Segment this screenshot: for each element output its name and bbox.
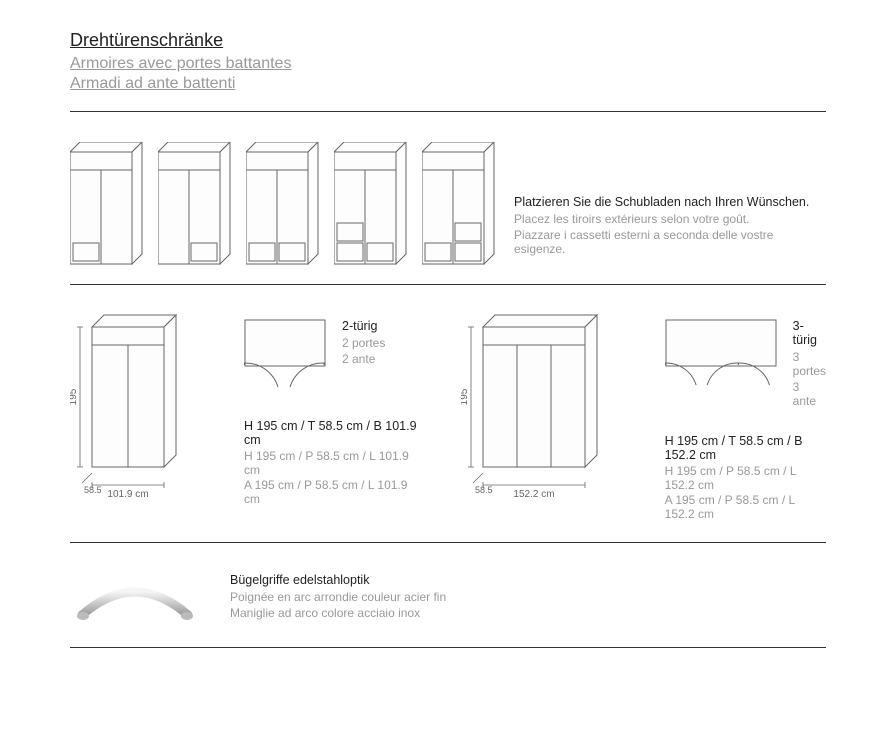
handle-icon	[70, 567, 200, 627]
spec-doors-de-0: 2-türig	[342, 319, 385, 333]
spec-doors-it-1: 3 ante	[793, 380, 826, 408]
spec-doors-de-1: 3-türig	[793, 319, 826, 347]
section-handle: Bügelgriffe edelstahloptik Poignée en ar…	[70, 543, 826, 647]
handle-text: Bügelgriffe edelstahloptik Poignée en ar…	[230, 573, 446, 622]
title-de: Drehtürenschränke	[70, 30, 826, 51]
spec-dims-fr-1: H 195 cm / P 58.5 cm / L 152.2 cm	[665, 464, 826, 492]
cabinet-variant-right	[158, 142, 232, 266]
rule-4	[70, 647, 826, 648]
spec-block-0: 195 58.5 101.9 cm 2-türig 2 portes 2 an	[70, 313, 425, 522]
spec-dims-fr-0: H 195 cm / P 58.5 cm / L 101.9 cm	[244, 449, 425, 477]
spec-dims-de-1: H 195 cm / T 58.5 cm / B 152.2 cm	[665, 434, 826, 462]
drawer-text-fr: Placez les tiroirs extérieurs selon votr…	[514, 212, 826, 226]
spec-topview-1	[665, 319, 779, 393]
svg-text:101.9 cm: 101.9 cm	[107, 489, 148, 500]
cabinet-variant-left-right	[246, 142, 320, 266]
spec-block-1: 195 58.5 152.2 cm 3-türig 3 portes 3 an	[461, 313, 826, 522]
drawer-text-it: Piazzare i cassetti esterni a seconda de…	[514, 228, 826, 256]
cabinet-variant-left-double	[334, 142, 408, 266]
title-it: Armadi ad ante battenti	[70, 75, 826, 93]
title-block: Drehtürenschränke Armoires avec portes b…	[70, 30, 826, 93]
spec-drawing-0: 195 58.5 101.9 cm	[70, 313, 226, 505]
spec-text-0: 2-türig 2 portes 2 ante H 195 cm / T 58.…	[244, 313, 425, 507]
cabinet-variant-right-double	[422, 142, 496, 266]
drawer-text-de: Platzieren Sie die Schubladen nach Ihren…	[514, 195, 826, 209]
handle-text-it: Maniglie ad arco colore acciaio inox	[230, 606, 446, 620]
spec-doors-fr-0: 2 portes	[342, 336, 385, 350]
cabinet-variant-left	[70, 142, 144, 266]
spec-text-1: 3-türig 3 portes 3 ante H 195 cm / T 58.…	[665, 313, 826, 522]
spec-doors-fr-1: 3 portes	[793, 350, 826, 378]
drawer-placement-text: Platzieren Sie die Schubladen nach Ihren…	[514, 195, 826, 266]
section-dimensions: 195 58.5 101.9 cm 2-türig 2 portes 2 an	[70, 285, 826, 542]
spec-dims-it-0: A 195 cm / P 58.5 cm / L 101.9 cm	[244, 478, 425, 506]
spec-front-0: 195 58.5 101.9 cm	[70, 313, 226, 505]
svg-text:195: 195	[461, 388, 470, 405]
svg-text:195: 195	[70, 388, 79, 405]
spec-topview-0	[244, 319, 328, 395]
section-drawer-variants: Platzieren Sie die Schubladen nach Ihren…	[70, 112, 826, 284]
handle-text-fr: Poignée en arc arrondie couleur acier fi…	[230, 590, 446, 604]
handle-text-de: Bügelgriffe edelstahloptik	[230, 573, 446, 587]
spec-drawing-1: 195 58.5 152.2 cm	[461, 313, 647, 505]
svg-text:152.2 cm: 152.2 cm	[513, 489, 554, 500]
svg-text:58.5: 58.5	[84, 485, 102, 495]
spec-dims-de-0: H 195 cm / T 58.5 cm / B 101.9 cm	[244, 419, 425, 447]
spec-front-1: 195 58.5 152.2 cm	[461, 313, 647, 505]
title-fr: Armoires avec portes battantes	[70, 55, 826, 73]
spec-doors-it-0: 2 ante	[342, 352, 385, 366]
svg-text:58.5: 58.5	[475, 485, 493, 495]
spec-dims-it-1: A 195 cm / P 58.5 cm / L 152.2 cm	[665, 493, 826, 521]
cabinet-thumbnail-row	[70, 142, 496, 266]
